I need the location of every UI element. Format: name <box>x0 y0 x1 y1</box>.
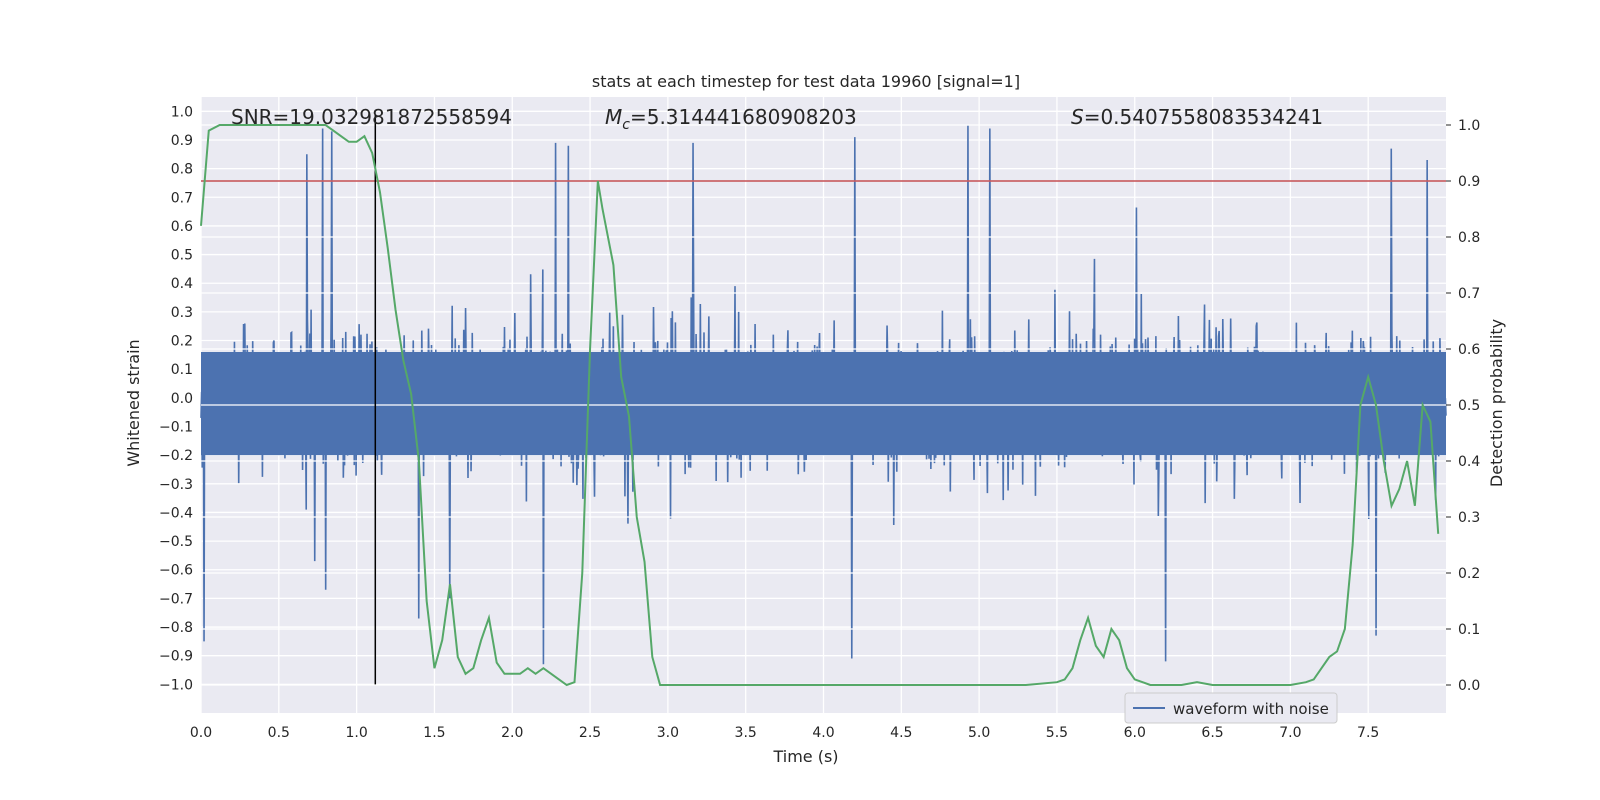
y-tick-label: 0.7 <box>171 190 193 206</box>
x-axis-label: Time (s) <box>772 747 838 766</box>
axes: 0.0 0.5 1.0 1.5 2.0 2.5 3.0 3.5 4.0 4.5 5.0 5.5 6.0 6… <box>159 104 1480 741</box>
mc-value: =5.314441680908203 <box>630 105 857 129</box>
legend: waveform with noise <box>1124 692 1338 724</box>
legend-box <box>1124 692 1338 724</box>
y-tick-label: −1.0 <box>159 677 193 693</box>
y-tick-label: 0.1 <box>171 362 193 378</box>
x-tick-label: 7.5 <box>1357 725 1379 741</box>
x-tick-label: 2.5 <box>579 725 601 741</box>
x-tick-label: 4.5 <box>890 725 912 741</box>
x-tick-label: 6.5 <box>1201 725 1223 741</box>
y2-tick-label: 0.4 <box>1458 454 1480 470</box>
waveform-series <box>200 125 1447 665</box>
chart-title: stats at each timestep for test data 199… <box>592 72 1020 91</box>
x-tick-label: 5.5 <box>1046 725 1068 741</box>
x-tick-label: 3.5 <box>735 725 757 741</box>
y2-tick-label: 0.3 <box>1458 510 1480 526</box>
x-tick-label: 3.0 <box>657 725 679 741</box>
y-tick-label: 0.9 <box>171 133 193 149</box>
y-tick-label: −0.6 <box>159 563 193 579</box>
x-tick-label: 0.5 <box>268 725 290 741</box>
x-tick-label: 7.0 <box>1279 725 1301 741</box>
x-tick-label: 0.0 <box>190 725 212 741</box>
y-axis-label: Whitened strain <box>124 339 143 466</box>
y-tick-label: −0.2 <box>159 448 193 464</box>
x-tick-label: 5.0 <box>968 725 990 741</box>
s-symbol: S <box>1071 105 1084 129</box>
y2-tick-label: 1.0 <box>1458 118 1480 134</box>
y-tick-label: 0.6 <box>171 219 193 235</box>
y2-tick-label: 0.1 <box>1458 622 1480 638</box>
mc-subscript: c <box>622 117 630 133</box>
s-value: =0.5407558083534241 <box>1084 105 1323 129</box>
y-tick-label: 1.0 <box>171 104 193 120</box>
y2-tick-label: 0.5 <box>1458 398 1480 414</box>
y2-tick-label: 0.7 <box>1458 286 1480 302</box>
y2-tick-label: 0.2 <box>1458 566 1480 582</box>
y2-tick-label: 0.8 <box>1458 230 1480 246</box>
y-tick-label: −0.7 <box>159 591 193 607</box>
waveform-core-band <box>201 351 1446 456</box>
y2-axis-label: Detection probability <box>1487 319 1506 487</box>
y-tick-label: 0.3 <box>171 305 193 321</box>
y-tick-label: 0.4 <box>171 276 193 292</box>
x-tick-label: 1.0 <box>345 725 367 741</box>
y-tick-label: 0.5 <box>171 248 193 264</box>
mc-annotation: Mc=5.314441680908203 <box>605 105 857 133</box>
y-tick-label: −0.5 <box>159 534 193 550</box>
probability-line <box>200 124 1440 687</box>
y-tick-label: −0.4 <box>159 505 193 521</box>
y-tick-label: −0.8 <box>159 620 193 636</box>
y-tick-label: 0.0 <box>171 391 193 407</box>
y-tick-label: −0.1 <box>159 419 193 435</box>
y-tick-label: 0.8 <box>171 162 193 178</box>
overlays <box>200 114 1446 687</box>
y-tick-label: −0.3 <box>159 477 193 493</box>
y2-tick-label: 0.0 <box>1458 678 1480 694</box>
s-annotation: S=0.5407558083534241 <box>1071 105 1323 129</box>
x-tick-label: 6.0 <box>1124 725 1146 741</box>
y2-tick-label: 0.6 <box>1458 342 1480 358</box>
y-tick-label: 0.2 <box>171 334 193 350</box>
y-tick-label: −0.9 <box>159 649 193 665</box>
x-tick-label: 2.0 <box>501 725 523 741</box>
legend-label: waveform with noise <box>1173 700 1329 718</box>
mc-symbol: M <box>605 105 622 129</box>
x-tick-label: 4.0 <box>812 725 834 741</box>
snr-annotation: SNR=19.032981872558594 <box>231 105 512 129</box>
y2-tick-label: 0.9 <box>1458 174 1480 190</box>
x-tick-label: 1.5 <box>423 725 445 741</box>
